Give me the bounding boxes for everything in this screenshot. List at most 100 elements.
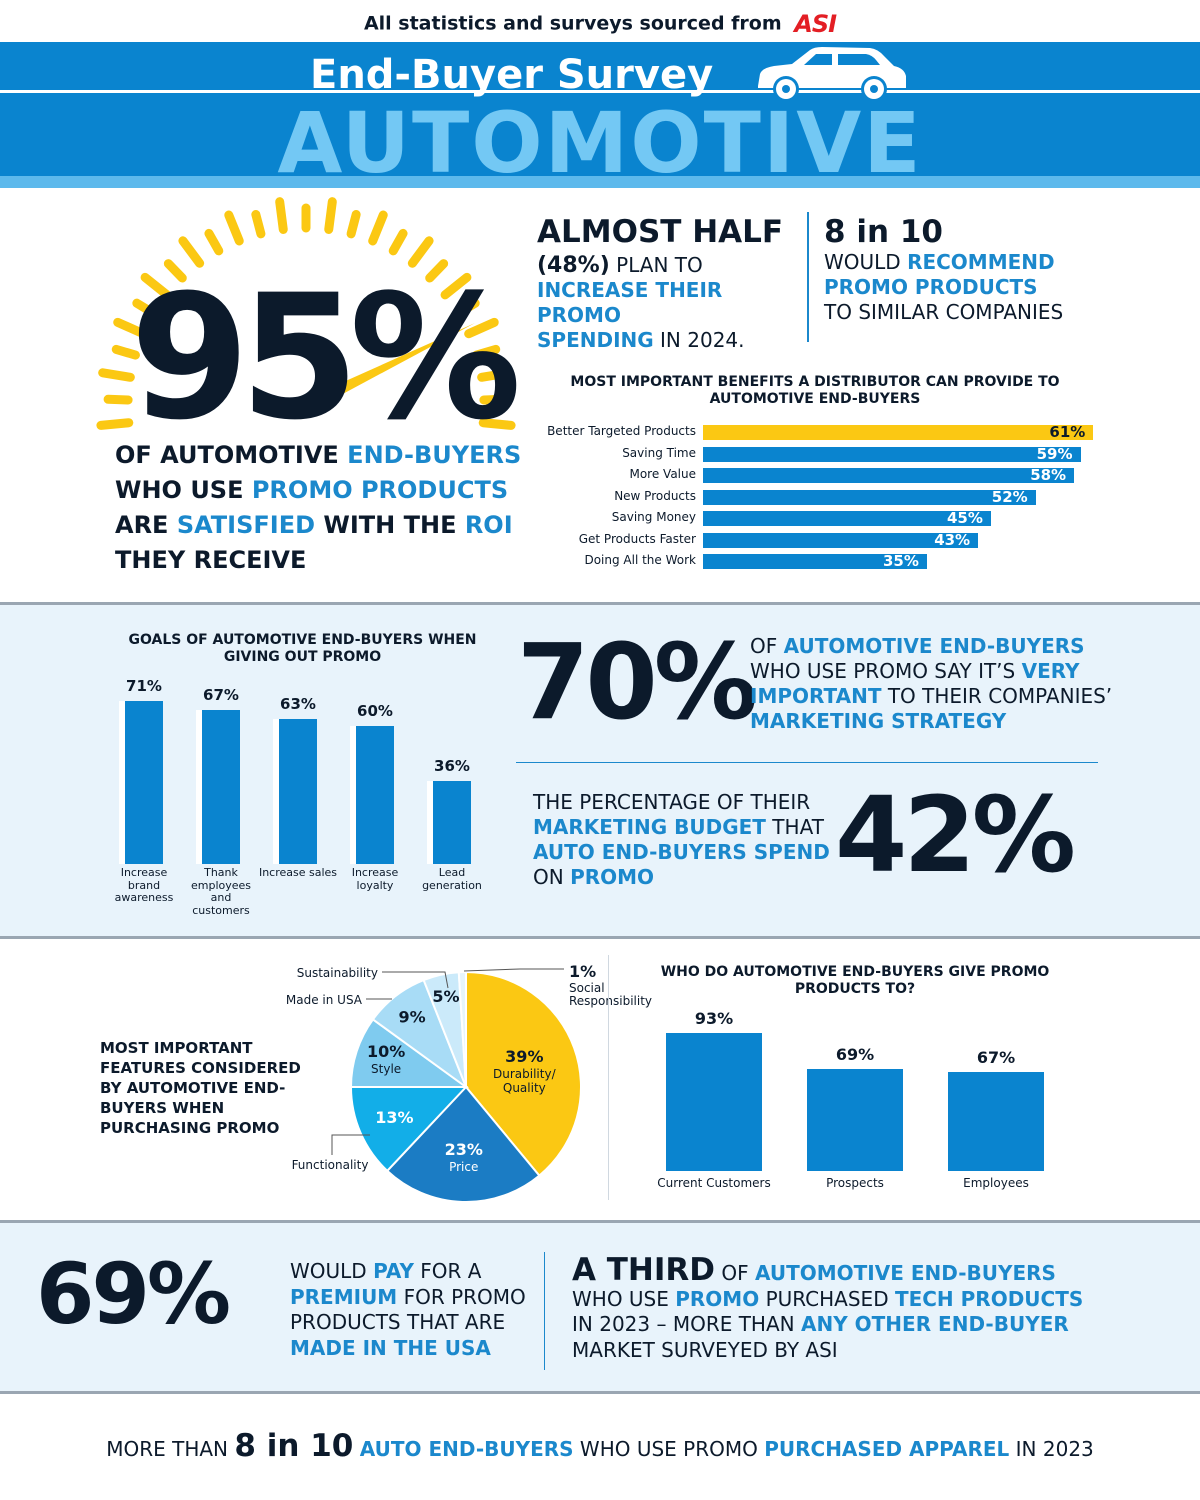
asi-logo: ASI [794,10,837,38]
features-chart-title: MOST IMPORTANT FEATURES CONSIDERED BY AU… [100,1039,301,1137]
tech-t7: IN 2023 – MORE THAN [572,1312,801,1336]
benefit-bar [703,468,1075,483]
gauge-tick [453,298,480,319]
benefit-label: Get Products Faster [578,531,696,546]
goal-category: Increase brand awareness [114,866,174,904]
satisfaction-text: OF AUTOMOTIVE END-BUYERS WHO USE PROMO P… [115,438,535,578]
benefit-label: Doing All the Work [584,553,696,567]
goal-bar [433,781,471,864]
pie-value: 13% [375,1108,413,1127]
source-line: All statistics and surveys sourced from … [0,10,1200,38]
budget-t3: THAT [765,815,824,839]
benefit-value: 59% [1036,444,1073,463]
budget-text: THE PERCENTAGE OF THEIR MARKETING BUDGET… [533,790,833,890]
gauge-tick [132,298,159,319]
premium-t2: PAY [373,1259,414,1283]
premium-divider [544,1252,545,1370]
spending-pct: (48%) [537,253,610,278]
gauge-tick [251,209,266,239]
pie-slice [457,970,467,1088]
benefit-value: 58% [1030,466,1067,484]
goal-category: Increase loyalty [351,866,399,892]
recommend-t4: TO SIMILAR COMPANIES [824,300,1064,324]
benefit-bar [703,425,1094,440]
strategy-t6: TO THEIR COMPANIES’ [881,684,1113,708]
goals-panel [0,602,1200,936]
gauge-tick [275,197,288,234]
tech-t1: OF [715,1261,755,1285]
pie-value: 9% [398,1007,425,1026]
apparel-big: 8 in 10 [234,1428,354,1464]
car-icon [758,47,906,102]
gauge-tick [368,210,388,246]
budget-t4: AUTO END-BUYERS SPEND [533,840,830,864]
strategy-t2: AUTOMOTIVE END-BUYERS [783,634,1085,658]
tech-t9: MARKET SURVEYED BY ASI [572,1337,838,1362]
pie-slice [385,1085,541,1203]
pie-value: 39% [505,1047,543,1066]
benefit-value: 43% [934,530,971,549]
pie-label-sustainability: Sustainability [297,966,378,980]
chart-divider [608,955,609,1200]
banner-stripe [0,90,1200,93]
benefit-value: 52% [991,487,1028,506]
recommend-text: WOULD RECOMMEND PROMO PRODUCTS TO SIMILA… [824,250,1124,325]
recipient-value: 67% [976,1047,1016,1067]
benefit-label: Saving Time [622,445,696,460]
gauge-tick [479,394,509,405]
recipients-chart-title: WHO DO AUTOMOTIVE END-BUYERS GIVE PROMO … [660,964,1050,997]
gauge-tick [425,259,449,283]
apparel-t1: MORE THAN [106,1437,235,1461]
goal-value: 36% [434,757,470,776]
pie-slice [465,970,582,1178]
leader-line [382,971,449,989]
goal-bar [202,709,240,864]
pie-slice [349,1018,470,1088]
gauge-tick [204,228,224,256]
recipient-category: Current Customers [657,1176,771,1190]
sat-l1a: OF AUTOMOTIVE [115,441,348,469]
premium-big-number: 69% [36,1245,231,1343]
pie-label-social: Responsibility [569,994,652,1008]
pie-value: 5% [432,987,459,1006]
sat-l4: THEY RECEIVE [115,546,307,574]
premium-text: WOULD PAY FOR A PREMIUM FOR PROMO PRODUC… [290,1259,540,1361]
title-banner [0,42,1200,188]
gauge-tick [477,368,514,382]
tech-big: A THIRD [572,1252,716,1288]
recipient-category: Prospects [826,1176,884,1190]
gauge-tick [113,317,148,339]
premium-panel [0,1220,1200,1394]
recipient-bar [807,1068,903,1171]
speedometer-icon [96,197,516,430]
satisfaction-big-number: 95% [130,257,522,458]
benefit-value: 45% [947,509,983,527]
gauge-tick [388,228,408,256]
recommend-t1: WOULD [824,250,908,274]
recommend-t3: PROMO PRODUCTS [824,275,1038,299]
pie-slice [349,1086,469,1173]
gauge-tick [111,344,140,360]
strategy-t7: MARKETING STRATEGY [750,709,1007,733]
recipient-value: 69% [835,1044,875,1064]
gauge-tick [478,418,516,430]
goal-bar [279,719,317,864]
pie-label: Style [371,1062,401,1076]
tech-t4: PROMO [675,1286,760,1311]
goal-value: 60% [357,702,393,720]
tech-t8: ANY OTHER END-BUYER [800,1312,1069,1336]
benefit-label: Better Targeted Products [547,424,696,438]
panel-divider [516,762,1098,763]
spending-t4: IN 2024. [653,328,745,352]
premium-t4: PREMIUM [290,1284,398,1309]
spending-t1: PLAN TO [609,253,703,277]
stat-divider [807,212,809,342]
tech-text: A THIRD OF AUTOMOTIVE END-BUYERS WHO USE… [572,1255,1132,1363]
strategy-t1: OF [750,634,784,658]
goals-chart-title: GOALS OF AUTOMOTIVE END-BUYERS WHEN GIVI… [128,632,477,665]
gauge-tick [98,368,135,382]
leader-line [463,968,564,972]
benefit-label: More Value [629,467,696,481]
pie-label-functionality: Functionality [292,1158,369,1172]
gauge-tick [96,418,134,430]
